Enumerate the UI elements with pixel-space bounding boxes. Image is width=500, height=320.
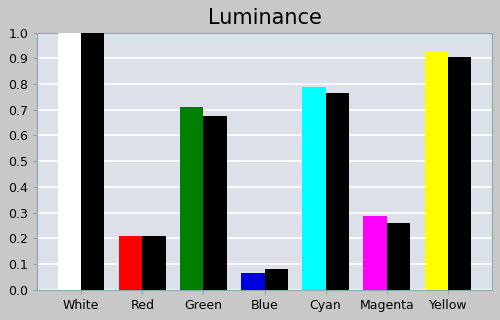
Title: Luminance: Luminance	[208, 8, 322, 28]
Bar	[81, 33, 104, 290]
Bar	[58, 33, 81, 290]
Bar	[264, 269, 287, 290]
Bar	[364, 216, 386, 290]
Bar	[204, 116, 227, 290]
Bar	[448, 57, 471, 290]
Bar	[119, 236, 142, 290]
Bar	[326, 93, 349, 290]
Bar	[142, 236, 166, 290]
Bar	[386, 223, 410, 290]
Bar	[180, 107, 204, 290]
Bar	[302, 87, 326, 290]
Bar	[424, 52, 448, 290]
Bar	[242, 273, 264, 290]
